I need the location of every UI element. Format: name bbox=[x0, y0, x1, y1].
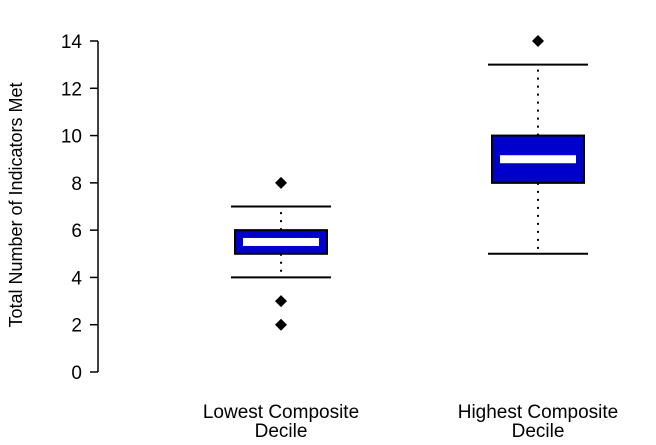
y-tick-label: 14 bbox=[61, 32, 83, 53]
x-category-label: Decile bbox=[512, 421, 565, 442]
box-series bbox=[231, 35, 588, 331]
y-tick-label: 2 bbox=[71, 316, 82, 337]
y-axis: 0 2 4 6 8 10 12 14 bbox=[61, 32, 99, 384]
outlier-point bbox=[532, 35, 544, 47]
x-category-label: Lowest Composite bbox=[203, 402, 359, 423]
outlier-point bbox=[275, 318, 287, 331]
median-line bbox=[243, 237, 319, 246]
y-tick-label: 0 bbox=[71, 363, 82, 384]
outlier-point bbox=[275, 295, 287, 308]
y-tick-label: 6 bbox=[71, 221, 82, 242]
outlier-point bbox=[275, 176, 287, 189]
x-category-label: Highest Composite bbox=[458, 402, 619, 423]
box-group bbox=[231, 176, 331, 331]
median-line bbox=[500, 155, 576, 164]
y-axis-label: Total Number of Indicators Met bbox=[6, 82, 26, 327]
x-category-label: Decile bbox=[255, 421, 308, 442]
y-tick-label: 4 bbox=[71, 268, 82, 289]
y-tick-label: 12 bbox=[61, 79, 82, 100]
y-tick-label: 8 bbox=[71, 174, 82, 195]
y-tick-label: 10 bbox=[61, 127, 82, 148]
box-group bbox=[488, 35, 588, 255]
